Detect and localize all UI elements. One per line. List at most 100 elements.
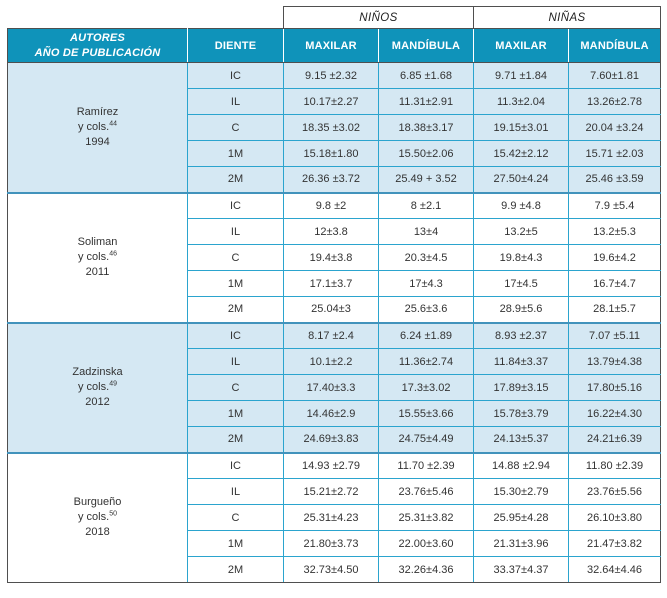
value-cell: 15.42±2.12 — [473, 140, 570, 167]
value-cell: 6.85 ±1.68 — [377, 62, 475, 89]
value-cell: 22.00±3.60 — [377, 530, 475, 557]
value-cell: 19.6±4.2 — [568, 244, 662, 271]
value-cell: 11.84±3.37 — [473, 348, 570, 375]
value-cell: 14.93 ±2.79 — [283, 452, 379, 479]
tooth-cell: 1M — [187, 400, 284, 427]
value-cell: 20.04 ±3.24 — [568, 114, 662, 141]
author-name: Soliman — [77, 236, 118, 249]
tooth-cell: IC — [187, 322, 284, 349]
tooth-cell: 1M — [187, 140, 284, 167]
table-row: Zadzinska y cols.49 2012 IC 8.17 ±2.4 6.24 ±1… — [7, 322, 662, 454]
value-cell: 17.1±3.7 — [283, 270, 379, 297]
table-row: Soliman y cols.46 2011 IC 9.8 ±2 8 ±2.1 9.9 ±4… — [7, 192, 662, 324]
value-cell: 28.9±5.6 — [473, 296, 570, 324]
value-cell: 19.8±4.3 — [473, 244, 570, 271]
value-cell: 23.76±5.56 — [568, 478, 662, 505]
tooth-cell: C — [187, 374, 284, 401]
value-cell: 16.7±4.7 — [568, 270, 662, 297]
value-cell: 24.21±6.39 — [568, 426, 662, 454]
tooth-cell: 2M — [187, 556, 284, 583]
table-row: 1M 15.18±1.80 15.50±2.06 15.42±2.12 15.71 ±2… — [8, 140, 662, 167]
value-cell: 17.3±3.02 — [377, 374, 475, 401]
reference-number: 50 — [109, 510, 117, 518]
value-cell: 9.71 ±1.84 — [473, 62, 570, 89]
value-cell: 33.37±4.37 — [473, 556, 570, 583]
author-cols-label: y cols.46 — [78, 250, 117, 264]
value-cell: 15.78±3.79 — [473, 400, 570, 427]
value-cell: 8.93 ±2.37 — [473, 322, 570, 349]
reference-number: 44 — [109, 120, 117, 128]
study-author-cell: Burgueño y cols.50 2018 — [7, 452, 188, 583]
value-cell: 21.47±3.82 — [568, 530, 662, 557]
header-ninos: NIÑOS — [282, 6, 475, 29]
value-cell: 32.73±4.50 — [283, 556, 379, 583]
table-row: C 17.40±3.3 17.3±3.02 17.89±3.15 17.80±5.16 — [8, 374, 662, 401]
table-row: 1M 21.80±3.73 22.00±3.60 21.31±3.96 21.47±3.… — [8, 530, 662, 557]
value-cell: 15.21±2.72 — [283, 478, 379, 505]
value-cell: 12±3.8 — [283, 218, 379, 245]
study-author-cell: Soliman y cols.46 2011 — [7, 192, 188, 324]
value-cell: 27.50±4.24 — [473, 166, 570, 194]
value-cell: 13.26±2.78 — [568, 88, 662, 115]
value-cell: 11.36±2.74 — [377, 348, 475, 375]
tooth-cell: 1M — [187, 270, 284, 297]
value-cell: 13.79±4.38 — [568, 348, 662, 375]
tooth-cell: C — [187, 244, 284, 271]
table-row: Burgueño y cols.50 2018 IC 14.93 ±2.79 11.70 … — [7, 452, 662, 583]
header-mandibula-ninas: MANDÍBULA — [568, 28, 662, 63]
author-cols-label: y cols.49 — [78, 380, 117, 394]
value-cell: 7.60±1.81 — [568, 62, 662, 89]
tooth-cell: IL — [187, 218, 284, 245]
value-cell: 9.8 ±2 — [283, 192, 379, 219]
studies-comparison-table: NIÑOS NIÑAS AUTORES AÑO DE PUBLICACIÓN D… — [7, 6, 662, 583]
value-cell: 6.24 ±1.89 — [377, 322, 475, 349]
value-cell: 25.49 + 3.52 — [377, 166, 475, 194]
value-cell: 24.75±4.49 — [377, 426, 475, 454]
value-cell: 11.80 ±2.39 — [568, 452, 662, 479]
column-header-row: AUTORES AÑO DE PUBLICACIÓN DIENTE MAXILA… — [7, 28, 662, 63]
table-row: Ramírez y cols.44 1994 IC 9.15 ±2.32 6.85 ±1.… — [7, 62, 662, 194]
table-row: 2M 26.36 ±3.72 25.49 + 3.52 27.50±4.24 25.46… — [8, 166, 662, 194]
header-maxilar-ninos: MAXILAR — [283, 28, 379, 63]
value-cell: 21.31±3.96 — [473, 530, 570, 557]
tooth-cell: 2M — [187, 296, 284, 324]
value-cell: 26.36 ±3.72 — [283, 166, 379, 194]
table-body: Ramírez y cols.44 1994 IC 9.15 ±2.32 6.85 ±1.… — [7, 62, 662, 583]
tooth-cell: 2M — [187, 426, 284, 454]
value-cell: 8 ±2.1 — [377, 192, 475, 219]
header-diente: DIENTE — [187, 28, 284, 63]
tooth-cell: IL — [187, 348, 284, 375]
value-cell: 10.17±2.27 — [283, 88, 379, 115]
tooth-cell: IL — [187, 478, 284, 505]
value-cell: 13±4 — [377, 218, 475, 245]
value-cell: 14.88 ±2.94 — [473, 452, 570, 479]
author-name: Burgueño — [73, 496, 122, 509]
value-cell: 15.50±2.06 — [377, 140, 475, 167]
value-cell: 25.95±4.28 — [473, 504, 570, 531]
publication-year: 2012 — [85, 395, 110, 408]
publication-year: 1994 — [85, 135, 110, 148]
blank-corner — [7, 6, 284, 29]
value-cell: 18.35 ±3.02 — [283, 114, 379, 141]
value-cell: 24.13±5.37 — [473, 426, 570, 454]
study-author-cell: Ramírez y cols.44 1994 — [7, 62, 188, 194]
table-row: 2M 24.69±3.83 24.75±4.49 24.13±5.37 24.21±6.… — [8, 426, 662, 454]
value-cell: 21.80±3.73 — [283, 530, 379, 557]
value-cell: 10.1±2.2 — [283, 348, 379, 375]
table-row: IL 15.21±2.72 23.76±5.46 15.30±2.79 23.76±5.… — [8, 478, 662, 505]
header-autores-line1: AUTORES — [70, 32, 125, 45]
tooth-cell: IC — [187, 192, 284, 219]
value-cell: 25.46 ±3.59 — [568, 166, 662, 194]
table-row: 1M 14.46±2.9 15.55±3.66 15.78±3.79 16.22±4.3… — [8, 400, 662, 427]
table-row: IL 10.1±2.2 11.36±2.74 11.84±3.37 13.79±4.38 — [8, 348, 662, 375]
table-row: IL 12±3.8 13±4 13.2±5 13.2±5.3 — [8, 218, 662, 245]
header-autores-line2: AÑO DE PUBLICACIÓN — [34, 46, 161, 59]
header-mandibula-ninos: MANDÍBULA — [377, 28, 475, 63]
value-cell: 15.71 ±2.03 — [568, 140, 662, 167]
value-cell: 25.6±3.6 — [377, 296, 475, 324]
table-row: C 18.35 ±3.02 18.38±3.17 19.15±3.01 20.04 ±3… — [8, 114, 662, 141]
value-cell: 17.40±3.3 — [283, 374, 379, 401]
value-cell: 19.15±3.01 — [473, 114, 570, 141]
value-cell: 13.2±5 — [473, 218, 570, 245]
author-cols-label: y cols.50 — [78, 510, 117, 524]
